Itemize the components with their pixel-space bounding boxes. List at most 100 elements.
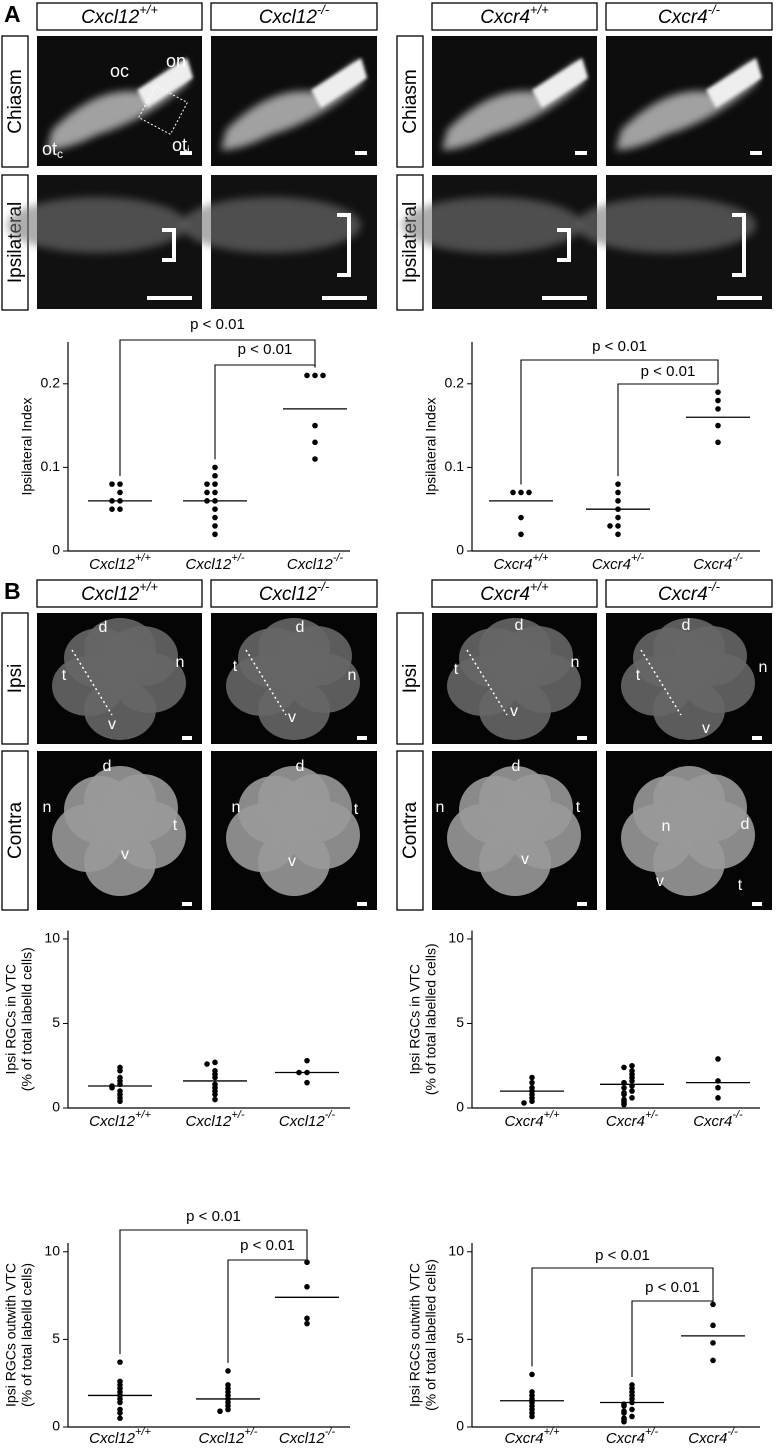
retina-label: t — [738, 877, 743, 894]
genotype: +/- — [631, 552, 644, 564]
data-point — [629, 1088, 635, 1094]
y-axis-label: (% of total labelled cells) — [423, 943, 439, 1095]
retina-label: t — [62, 667, 67, 684]
data-point — [621, 1091, 627, 1098]
gene: Cxcl12 — [287, 556, 334, 573]
data-point — [312, 372, 318, 379]
x-tick-label: Cxcl12-/- — [279, 1426, 336, 1447]
gene: Cxcl12 — [185, 556, 232, 573]
annotation-base: ot — [42, 139, 57, 159]
annotation-sub: c — [57, 147, 63, 161]
scale-bar — [750, 151, 762, 155]
y-tick-label: 0 — [52, 1418, 60, 1434]
gene: Cxcr4 — [693, 1113, 732, 1130]
y-tick-label: 10 — [44, 930, 60, 946]
retina-label: t — [454, 661, 459, 678]
data-point — [518, 514, 524, 521]
significance-bracket — [119, 1229, 308, 1355]
optic-nerve — [137, 58, 193, 108]
gene: Cxcl12 — [279, 1430, 326, 1447]
genotype: +/- — [231, 1109, 244, 1121]
data-point — [529, 1098, 535, 1105]
gene: Cxcl12 — [198, 1430, 245, 1447]
y-tick-label: 0.2 — [445, 375, 465, 391]
retina-lobe — [479, 828, 551, 896]
retina-label: n — [348, 667, 357, 684]
retina-lobe — [280, 774, 352, 842]
data-point — [204, 489, 210, 496]
scale-bar — [717, 296, 762, 300]
data-point — [715, 1084, 721, 1091]
gene: Cxcr4 — [606, 1113, 645, 1130]
retina-label: d — [296, 619, 305, 636]
header-label: Cxcl12-/- — [259, 2, 330, 28]
scale-bar — [542, 296, 587, 300]
data-point — [615, 489, 621, 496]
retina-label: v — [288, 853, 296, 870]
bracket — [732, 213, 746, 277]
data-point — [225, 1406, 231, 1413]
data-point — [521, 1100, 527, 1106]
data-point — [715, 397, 721, 404]
x-tick-label: Cxcl12-/- — [287, 552, 344, 573]
gene: Cxcl12 — [89, 1113, 136, 1130]
roi-box — [137, 84, 189, 136]
retina-lobe — [106, 626, 178, 686]
genotype: +/- — [645, 1109, 658, 1121]
retina-label: v — [656, 873, 664, 890]
retina-label: v — [521, 851, 529, 868]
genotype: -/- — [325, 1109, 336, 1121]
data-point — [212, 506, 218, 512]
retina-label: t — [233, 658, 238, 675]
p-value: p < 0.01 — [186, 1208, 241, 1225]
genotype: -/- — [325, 1426, 336, 1438]
header-box — [210, 579, 378, 608]
data-point — [117, 1068, 123, 1074]
data-point — [117, 1399, 123, 1406]
header-box — [605, 2, 773, 31]
gene: Cxcr4 — [688, 1430, 727, 1447]
x-tick-label: Cxcr4-/- — [693, 1109, 743, 1130]
data-point — [529, 1074, 535, 1081]
row-label: Chiasm — [400, 69, 421, 133]
retina-label: t — [173, 817, 178, 834]
row-label: Contra — [5, 802, 26, 859]
scale-bar — [182, 902, 192, 906]
data-point — [615, 514, 621, 521]
x-tick-label: Cxcl12-/- — [279, 1109, 336, 1130]
data-point — [212, 514, 218, 521]
header-box — [605, 579, 773, 608]
nerve-glow — [221, 60, 363, 150]
gene: Cxcl12 — [259, 584, 318, 605]
nerve-glow — [616, 60, 758, 150]
scale-bar — [322, 296, 367, 300]
genotype: -/- — [708, 579, 721, 594]
x-tick-label: Cxcr4+/+ — [504, 1426, 560, 1447]
header-label: Cxcr4+/+ — [480, 579, 549, 605]
annotation: on — [166, 51, 186, 71]
panel-letter: A — [4, 1, 21, 27]
data-point — [212, 523, 218, 529]
p-value: p < 0.01 — [592, 338, 647, 355]
y-axis-label: Ipsi RGCs in VTC — [3, 964, 19, 1074]
scale-bar — [357, 902, 367, 906]
header-label: Cxcl12+/+ — [81, 2, 158, 28]
p-value: p < 0.01 — [190, 316, 245, 333]
data-point — [117, 1359, 123, 1365]
x-tick-label: Cxcr4+/- — [592, 552, 645, 573]
retina-lobe — [501, 626, 573, 686]
header-box — [36, 579, 203, 608]
x-tick-label: Cxcl12+/+ — [89, 1426, 151, 1447]
gene: Cxcr4 — [493, 556, 532, 573]
p-value: p < 0.01 — [641, 363, 696, 380]
y-axis-label: Ipsilateral Index — [423, 397, 439, 495]
data-point — [212, 1096, 218, 1103]
data-point — [212, 1059, 218, 1066]
retina-label: v — [288, 709, 296, 726]
panel-letter: B — [4, 578, 21, 604]
y-tick-label: 10 — [448, 1242, 464, 1258]
data-point — [710, 1322, 716, 1329]
data-point — [312, 439, 318, 446]
data-point — [117, 1415, 123, 1422]
data-point — [304, 1320, 310, 1327]
